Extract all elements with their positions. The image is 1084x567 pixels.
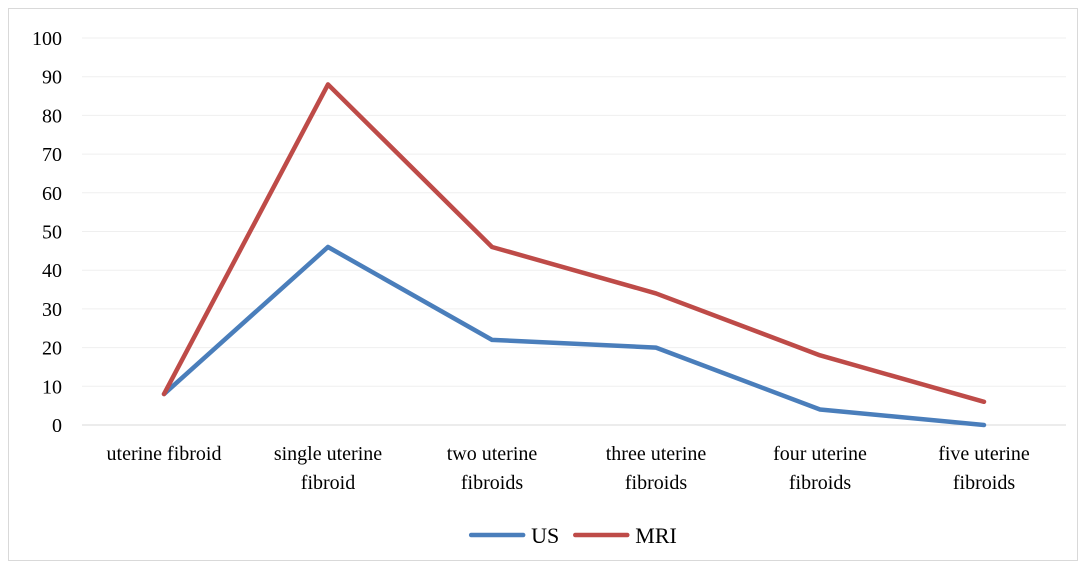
legend: US MRI xyxy=(468,523,677,548)
series-line-us xyxy=(161,244,987,428)
legend-label-us: US xyxy=(531,523,559,548)
y-tick-label: 30 xyxy=(42,299,62,321)
chart-frame xyxy=(8,8,1078,561)
y-tick-label: 60 xyxy=(42,183,62,205)
x-tick-label: five uterine fibroids xyxy=(938,443,1030,494)
y-tick-label: 40 xyxy=(42,260,62,282)
y-tick-label: 100 xyxy=(32,28,62,50)
y-tick-label: 80 xyxy=(42,105,62,127)
gridlines xyxy=(82,37,1066,387)
x-tick-label: two uterine fibroids xyxy=(447,443,538,494)
x-tick-label: uterine fibroid xyxy=(107,443,222,465)
y-tick-label: 10 xyxy=(42,376,62,398)
y-tick-label: 90 xyxy=(42,67,62,89)
y-tick-label: 50 xyxy=(42,222,62,244)
y-axis-tick-labels: 0 10 20 30 40 50 60 70 80 90 100 xyxy=(32,28,62,437)
x-tick-label: four uterine fibroids xyxy=(773,443,867,494)
series-line-mri xyxy=(161,82,987,405)
y-tick-label: 0 xyxy=(52,415,62,437)
legend-label-mri: MRI xyxy=(635,523,677,548)
x-tick-label: three uterine fibroids xyxy=(606,443,707,494)
y-tick-label: 70 xyxy=(42,144,62,166)
x-axis-tick-labels: uterine fibroid single uterine fibroid two … xyxy=(107,443,1030,494)
series-lines xyxy=(161,82,987,428)
x-tick-label: single uterine fibroid xyxy=(274,443,382,494)
y-tick-label: 20 xyxy=(42,338,62,360)
